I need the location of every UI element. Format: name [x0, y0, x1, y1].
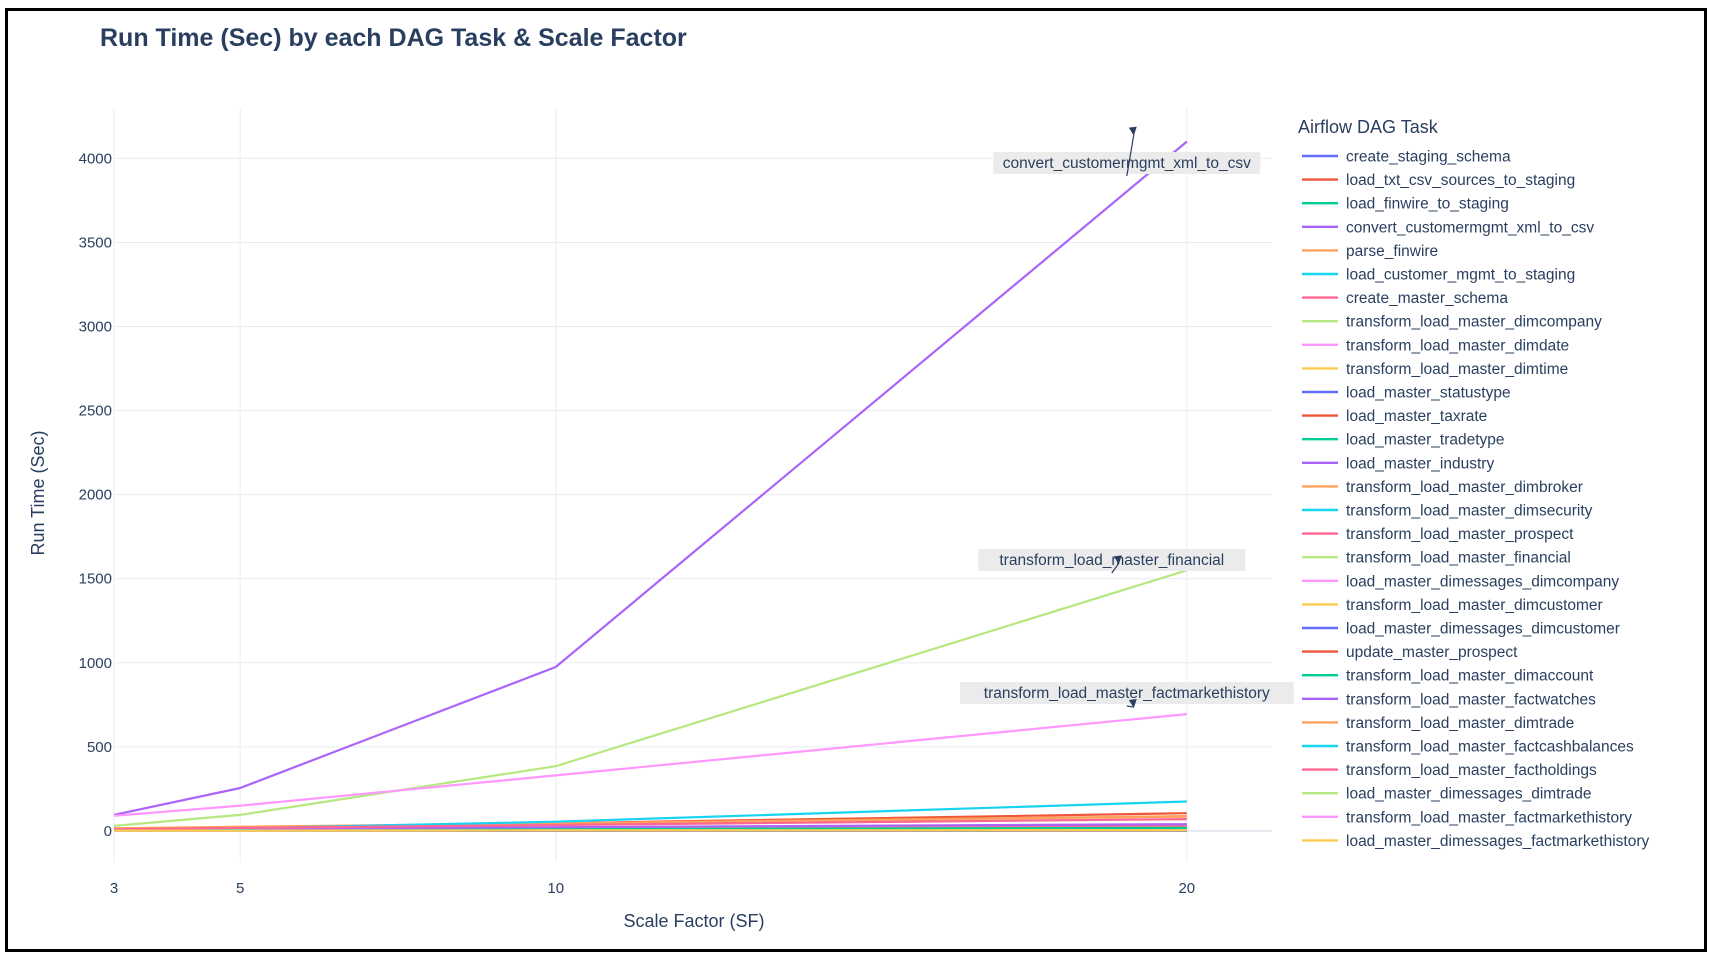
x-tick-label: 3 [110, 880, 118, 897]
legend-item[interactable]: transform_load_master_factcashbalances [1302, 739, 1634, 756]
annotation-label: convert_customermgmt_xml_to_csv [1003, 155, 1251, 172]
legend-label: transform_load_master_financial [1346, 550, 1571, 567]
annotation: transform_load_master_factmarkethistory [960, 682, 1294, 708]
legend-item[interactable]: transform_load_master_dimcustomer [1302, 597, 1603, 614]
chart-title: Run Time (Sec) by each DAG Task & Scale … [100, 24, 687, 52]
legend-item[interactable]: transform_load_master_prospect [1302, 526, 1574, 543]
annotation: transform_load_master_financial [978, 549, 1245, 573]
x-tick-label: 10 [547, 880, 564, 897]
legend-label: load_master_dimessages_dimcustomer [1346, 621, 1620, 638]
legend-label: transform_load_master_dimcompany [1346, 314, 1602, 331]
legend-label: transform_load_master_dimsecurity [1346, 503, 1593, 520]
legend-item[interactable]: transform_load_master_dimcompany [1302, 314, 1602, 331]
legend-item[interactable]: update_master_prospect [1302, 644, 1518, 661]
legend-item[interactable]: load_master_dimessages_factmarkethistory [1302, 833, 1649, 850]
legend-item[interactable]: transform_load_master_financial [1302, 550, 1571, 567]
legend-label: transform_load_master_factcashbalances [1346, 739, 1634, 756]
legend-label: load_master_taxrate [1346, 408, 1487, 425]
legend-label: parse_finwire [1346, 243, 1438, 260]
legend-label: transform_load_master_dimtrade [1346, 715, 1574, 732]
y-tick-label: 1500 [79, 571, 112, 588]
series-line-transform_load_master_factmarkethistory [114, 714, 1187, 816]
legend-label: transform_load_master_dimdate [1346, 337, 1569, 354]
x-axis-title: Scale Factor (SF) [623, 911, 764, 931]
legend-item[interactable]: convert_customermgmt_xml_to_csv [1302, 219, 1594, 236]
legend-item[interactable]: transform_load_master_dimsecurity [1302, 503, 1593, 520]
y-tick-label: 0 [104, 823, 112, 840]
x-tick-label: 5 [236, 880, 244, 897]
legend-label: transform_load_master_prospect [1346, 526, 1574, 543]
y-tick-label: 4000 [79, 150, 112, 167]
legend-item[interactable]: transform_load_master_dimtime [1302, 361, 1568, 378]
legend-label: load_customer_mgmt_to_staging [1346, 267, 1575, 284]
legend-title: Airflow DAG Task [1298, 117, 1439, 137]
legend-label: load_finwire_to_staging [1346, 196, 1509, 213]
legend-item[interactable]: load_master_industry [1302, 455, 1494, 472]
legend-item[interactable]: load_finwire_to_staging [1302, 196, 1509, 213]
y-tick-label: 3500 [79, 234, 112, 251]
legend-label: create_master_schema [1346, 290, 1508, 307]
legend-item[interactable]: load_master_dimessages_dimcompany [1302, 573, 1619, 590]
legend-item[interactable]: transform_load_master_dimdate [1302, 337, 1569, 354]
legend-item[interactable]: transform_load_master_factmarkethistory [1302, 809, 1632, 826]
y-tick-label: 2000 [79, 487, 112, 504]
legend-label: load_master_industry [1346, 455, 1494, 472]
legend-label: load_master_tradetype [1346, 432, 1505, 449]
legend-label: load_master_statustype [1346, 385, 1511, 402]
annotations: convert_customermgmt_xml_to_csv transform… [960, 127, 1294, 708]
legend-label: load_master_dimessages_factmarkethistory [1346, 833, 1649, 850]
legend-item[interactable]: load_customer_mgmt_to_staging [1302, 267, 1575, 284]
legend-item[interactable]: load_master_dimessages_dimtrade [1302, 786, 1592, 803]
y-tick-label: 500 [87, 739, 112, 756]
legend-label: transform_load_master_dimtime [1346, 361, 1568, 378]
legend-item[interactable]: transform_load_master_factholdings [1302, 762, 1597, 779]
legend-label: update_master_prospect [1346, 644, 1518, 661]
legend-item[interactable]: load_master_dimessages_dimcustomer [1302, 621, 1620, 638]
legend-item[interactable]: create_staging_schema [1302, 149, 1511, 166]
legend-label: transform_load_master_dimbroker [1346, 479, 1583, 496]
legend-item[interactable]: transform_load_master_dimtrade [1302, 715, 1574, 732]
legend-label: load_txt_csv_sources_to_staging [1346, 172, 1575, 189]
annotation-label: transform_load_master_financial [999, 552, 1224, 569]
legend-label: load_master_dimessages_dimcompany [1346, 573, 1619, 590]
annotation: convert_customermgmt_xml_to_csv [993, 127, 1260, 176]
legend-label: transform_load_master_dimcustomer [1346, 597, 1603, 614]
grid-lines [114, 108, 1272, 862]
legend-label: transform_load_master_factholdings [1346, 762, 1597, 779]
legend-item[interactable]: load_master_tradetype [1302, 432, 1505, 449]
legend-label: convert_customermgmt_xml_to_csv [1346, 219, 1594, 236]
legend-label: transform_load_master_factwatches [1346, 691, 1596, 708]
x-tick-label: 20 [1178, 880, 1195, 897]
annotation-label: transform_load_master_factmarkethistory [984, 685, 1270, 702]
legend-item[interactable]: load_master_taxrate [1302, 408, 1487, 425]
legend-item[interactable]: load_txt_csv_sources_to_staging [1302, 172, 1575, 189]
legend-item[interactable]: parse_finwire [1302, 243, 1438, 260]
legend-label: transform_load_master_factmarkethistory [1346, 809, 1632, 826]
series-lines [114, 142, 1187, 831]
legend-label: load_master_dimessages_dimtrade [1346, 786, 1592, 803]
legend-item[interactable]: load_master_statustype [1302, 385, 1511, 402]
legend-label: create_staging_schema [1346, 149, 1511, 166]
legend-item[interactable]: transform_load_master_dimaccount [1302, 668, 1594, 685]
y-axis-title: Run Time (Sec) [28, 430, 48, 555]
annotation-arrowhead [1129, 127, 1137, 136]
legend-item[interactable]: transform_load_master_dimbroker [1302, 479, 1583, 496]
legend-item[interactable]: create_master_schema [1302, 290, 1508, 307]
y-tick-label: 2500 [79, 403, 112, 420]
legend-item[interactable]: transform_load_master_factwatches [1302, 691, 1596, 708]
legend[interactable]: Airflow DAG Task create_staging_schemaloa… [1298, 117, 1649, 850]
y-tick-label: 1000 [79, 655, 112, 672]
legend-label: transform_load_master_dimaccount [1346, 668, 1594, 685]
y-tick-label: 3000 [79, 319, 112, 336]
